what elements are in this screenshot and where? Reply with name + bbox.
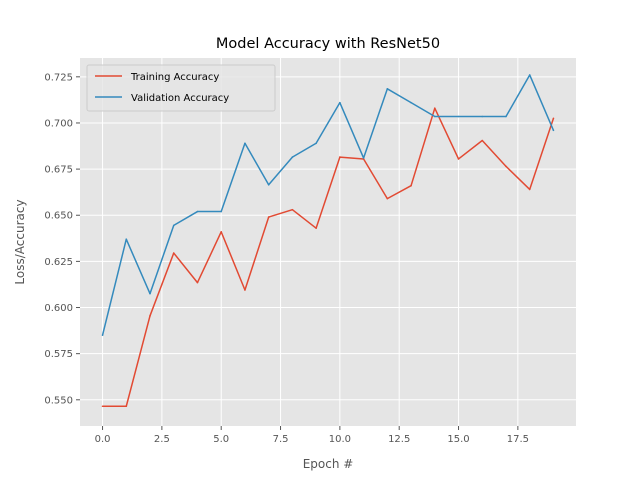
data-point [362,157,365,159]
x-tick-label: 7.5 [273,434,289,445]
data-point [244,142,246,145]
y-tick-label: 0.675 [44,165,73,176]
data-point [505,115,507,118]
x-tick-label: 10.0 [329,434,351,445]
legend-box [86,64,276,112]
data-point [433,107,436,109]
plot-area [80,58,576,426]
data-point [339,156,341,158]
data-point [220,231,223,233]
data-point [125,405,128,408]
data-point [196,281,199,284]
series-layer [101,74,555,408]
grid-lines [80,58,576,426]
y-tick-label: 0.650 [44,211,73,222]
y-tick-label: 0.625 [44,257,73,268]
y-axis-label: Loss/Accuracy [13,199,27,284]
data-point [149,292,151,295]
legend-label-validation: Validation Accuracy [131,93,229,104]
x-tick-label: 17.5 [507,434,529,445]
data-point [172,252,175,254]
data-point [528,188,531,191]
data-point [291,156,294,158]
data-point [339,101,341,104]
data-point [410,101,412,104]
data-point [552,117,555,120]
data-point [552,129,555,132]
data-point [457,115,460,118]
chart-title: Model Accuracy with ResNet50 [216,36,440,52]
y-tick-label: 0.600 [44,303,73,314]
data-point [101,405,104,408]
data-point [433,115,436,118]
data-point [125,238,128,241]
series-line-0 [102,107,555,407]
y-tick-label: 0.550 [44,395,73,406]
legend-label-training: Training Accuracy [130,72,219,83]
data-point [457,158,460,160]
x-axis-label: Epoch # [303,457,354,471]
y-tick-label: 0.575 [44,349,73,360]
data-point [386,88,389,90]
x-tick-label: 15.0 [447,434,469,445]
data-point [528,74,531,76]
x-tick-label: 2.5 [154,434,170,445]
x-tick-label: 12.5 [388,434,410,445]
data-point [481,115,484,118]
data-point [386,197,389,200]
data-point [267,183,270,186]
legend: Training Accuracy Validation Accuracy [86,64,276,112]
x-tick-label: 5.0 [213,434,229,445]
data-point [196,210,199,213]
data-point [291,208,294,211]
x-axis-ticks: 0.0 2.5 5.0 7.5 10.0 12.5 15.0 17.5 [95,426,529,445]
y-tick-label: 0.700 [44,118,73,129]
data-point [315,227,317,229]
data-point [149,315,151,317]
x-tick-label: 0.0 [95,434,111,445]
data-point [481,139,484,142]
data-point [220,210,223,213]
data-point [505,165,507,168]
data-point [172,224,175,227]
data-point [315,142,317,145]
data-point [101,334,104,336]
y-tick-label: 0.725 [44,72,73,83]
data-point [410,184,412,187]
data-point [267,216,270,218]
data-point [244,289,246,291]
series-line-1 [101,74,555,336]
y-axis-ticks: 0.550 0.575 0.600 0.625 0.650 0.675 0.700 0.725 [44,72,80,406]
